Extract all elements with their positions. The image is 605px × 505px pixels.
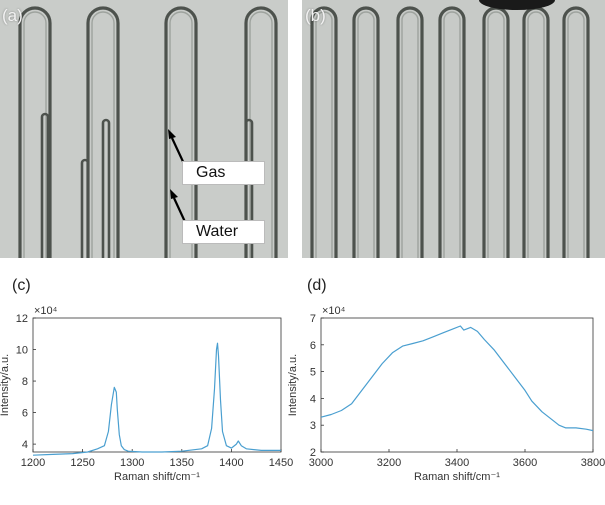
- y-tick-label: 7: [310, 313, 316, 325]
- channel-stub: [40, 112, 50, 258]
- y-axis-label: Intensity/a.u.: [0, 354, 11, 416]
- y-tick-label: 3: [310, 420, 316, 432]
- y-tick-label: 4: [22, 439, 28, 451]
- channel-drawing-a: [18, 6, 278, 258]
- x-tick-label: 3400: [445, 457, 469, 469]
- channel-loop-inner: [315, 11, 333, 258]
- x-tick-label: 1400: [219, 457, 243, 469]
- x-tick-label: 3000: [309, 457, 333, 469]
- spectrum-line: [32, 342, 281, 456]
- panel-a-letter: (a): [2, 6, 23, 25]
- y-axis-label: Intensity/a.u.: [287, 354, 299, 416]
- channel-loop: [86, 6, 120, 258]
- y-multiplier: ×10⁴: [34, 305, 58, 317]
- x-axis-label: Raman shift/cm⁻¹: [414, 471, 500, 483]
- channel-loop-inner: [487, 11, 505, 258]
- x-tick-label: 1450: [269, 457, 293, 469]
- channel-loop-inner: [357, 11, 375, 258]
- y-tick-label: 5: [310, 367, 316, 379]
- channel-loop: [352, 6, 380, 258]
- panel-d-letter: (d): [307, 277, 327, 294]
- channel-loop-inner: [91, 11, 115, 258]
- y-tick-label: 4: [310, 393, 316, 405]
- channel-stub: [244, 118, 254, 258]
- channel-loop: [396, 6, 424, 258]
- raman-chart-c: 1200 1250 1300 1350 1400 1450 4 6 8 10 12 ×10⁴ Raman…: [0, 296, 296, 500]
- gas-label: Gas: [182, 161, 265, 185]
- y-tick-label: 2: [310, 447, 316, 459]
- plot-frame: [320, 317, 594, 453]
- panel-b-letter: (b): [305, 6, 326, 25]
- x-tick-label: 3600: [513, 457, 537, 469]
- water-arrow: [173, 197, 187, 225]
- y-tick-label: 10: [16, 345, 28, 357]
- channel-loop: [438, 6, 466, 258]
- y-tick-label: 6: [22, 408, 28, 420]
- x-tick-label: 1350: [170, 457, 194, 469]
- raman-chart-d: 3000 3200 3400 3600 3800 2 3 4 5 6 7 ×10⁴ Raman shif…: [287, 296, 605, 500]
- x-tick-label: 1200: [21, 457, 45, 469]
- panel-c-letter: (c): [12, 277, 31, 294]
- channel-loop-inner: [567, 11, 585, 258]
- gas-arrow-head: [168, 129, 176, 139]
- channel-loop: [562, 6, 590, 258]
- channel-loop: [310, 6, 338, 258]
- channel-stub: [80, 158, 90, 258]
- channel-drawing-b: [310, 0, 590, 258]
- micrograph-b: (b): [302, 0, 605, 258]
- y-tick-label: 8: [22, 376, 28, 388]
- y-multiplier: ×10⁴: [322, 305, 346, 317]
- channel-stub: [101, 118, 111, 258]
- channel-loop: [244, 6, 278, 258]
- water-label: Water: [182, 220, 265, 244]
- spectrum-line: [320, 325, 594, 432]
- water-arrow-head: [170, 189, 178, 199]
- channel-loop-inner: [401, 11, 419, 258]
- plot-frame: [32, 317, 282, 453]
- channel-loop-inner: [169, 11, 193, 258]
- channel-loop: [18, 6, 52, 258]
- channel-loop: [164, 6, 198, 258]
- dark-droplet: [479, 0, 555, 10]
- micrograph-a: (a) Gas Water: [0, 0, 288, 258]
- x-tick-label: 1300: [120, 457, 144, 469]
- channel-loop-inner: [527, 11, 545, 258]
- channel-loop-inner: [443, 11, 461, 258]
- channel-loop-inner: [249, 11, 273, 258]
- y-tick-label: 6: [310, 340, 316, 352]
- channel-loop-inner: [23, 11, 47, 258]
- x-tick-label: 1250: [70, 457, 94, 469]
- x-tick-label: 3200: [377, 457, 401, 469]
- x-tick-label: 3800: [581, 457, 605, 469]
- x-axis-label: Raman shift/cm⁻¹: [114, 471, 200, 483]
- y-tick-label: 12: [16, 313, 28, 325]
- chart-c-svg: 1200 1250 1300 1350 1400 1450 4 6 8 10 12 ×10⁴ Raman…: [0, 305, 293, 483]
- chart-d-svg: 3000 3200 3400 3600 3800 2 3 4 5 6 7 ×10⁴ Raman shif…: [287, 305, 605, 483]
